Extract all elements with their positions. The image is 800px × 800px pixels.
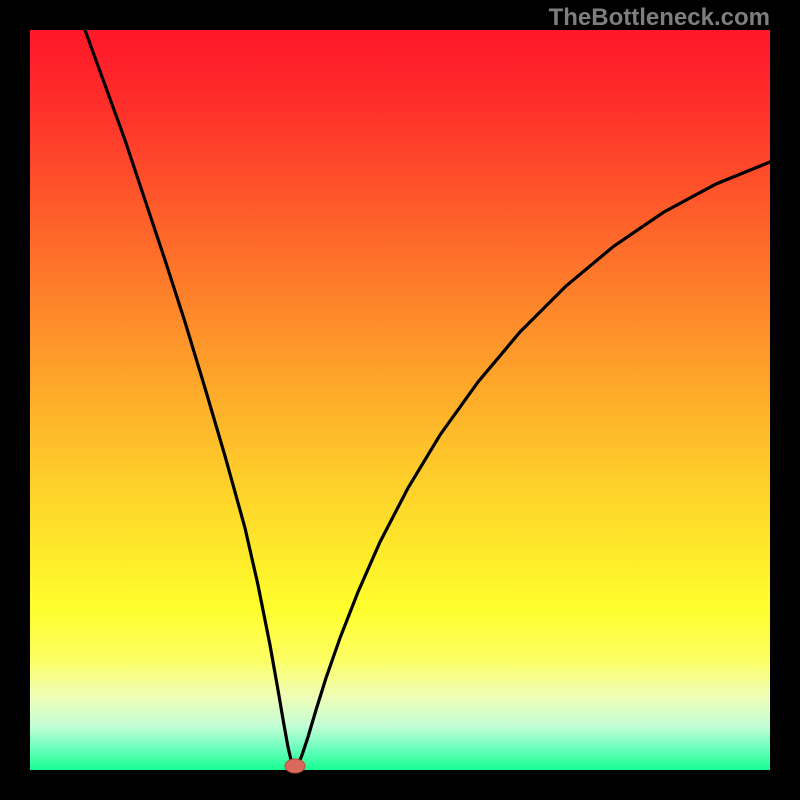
- curve-left-branch: [85, 30, 295, 769]
- chart-container: TheBottleneck.com: [0, 0, 800, 800]
- plot-area: [30, 30, 770, 770]
- bottleneck-curve: [30, 30, 770, 770]
- valley-marker: [285, 759, 305, 773]
- watermark: TheBottleneck.com: [549, 4, 770, 32]
- curve-right-branch: [295, 162, 770, 769]
